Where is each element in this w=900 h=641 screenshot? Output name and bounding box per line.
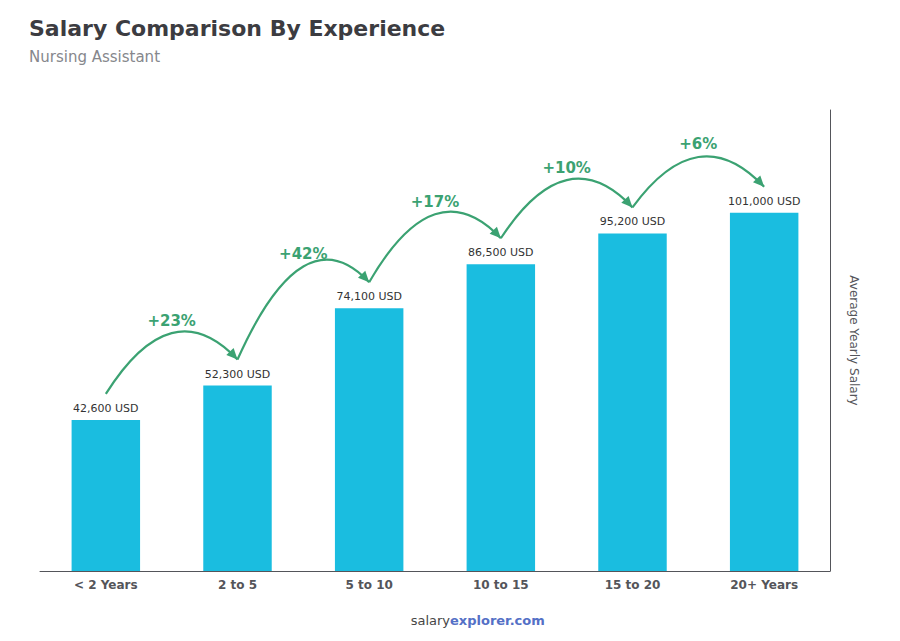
svg-text:+17%: +17% (411, 193, 459, 211)
svg-text:42,600 USD: 42,600 USD (73, 402, 139, 415)
svg-text:+10%: +10% (542, 159, 590, 177)
svg-text:20+ Years: 20+ Years (730, 578, 798, 592)
svg-text:86,500 USD: 86,500 USD (468, 246, 534, 259)
svg-text:95,200 USD: 95,200 USD (600, 215, 666, 228)
svg-text:5 to 10: 5 to 10 (345, 578, 392, 592)
svg-text:Salary Comparison By Experienc: Salary Comparison By Experience (29, 16, 445, 41)
svg-text:< 2 Years: < 2 Years (74, 578, 138, 592)
svg-text:52,300 USD: 52,300 USD (205, 368, 271, 381)
svg-text:Nursing Assistant: Nursing Assistant (29, 48, 160, 66)
svg-text:+23%: +23% (147, 312, 195, 330)
svg-text:Average Yearly Salary: Average Yearly Salary (847, 275, 861, 405)
svg-text:salary: salary (411, 613, 451, 628)
svg-text:+6%: +6% (679, 135, 717, 153)
svg-text:101,000 USD: 101,000 USD (728, 195, 801, 208)
svg-text:explorer.com: explorer.com (450, 613, 545, 628)
svg-text:+42%: +42% (279, 245, 327, 263)
svg-text:10 to 15: 10 to 15 (473, 578, 529, 592)
svg-text:2 to 5: 2 to 5 (218, 578, 257, 592)
svg-text:74,100 USD: 74,100 USD (336, 290, 402, 303)
svg-text:15 to 20: 15 to 20 (605, 578, 661, 592)
